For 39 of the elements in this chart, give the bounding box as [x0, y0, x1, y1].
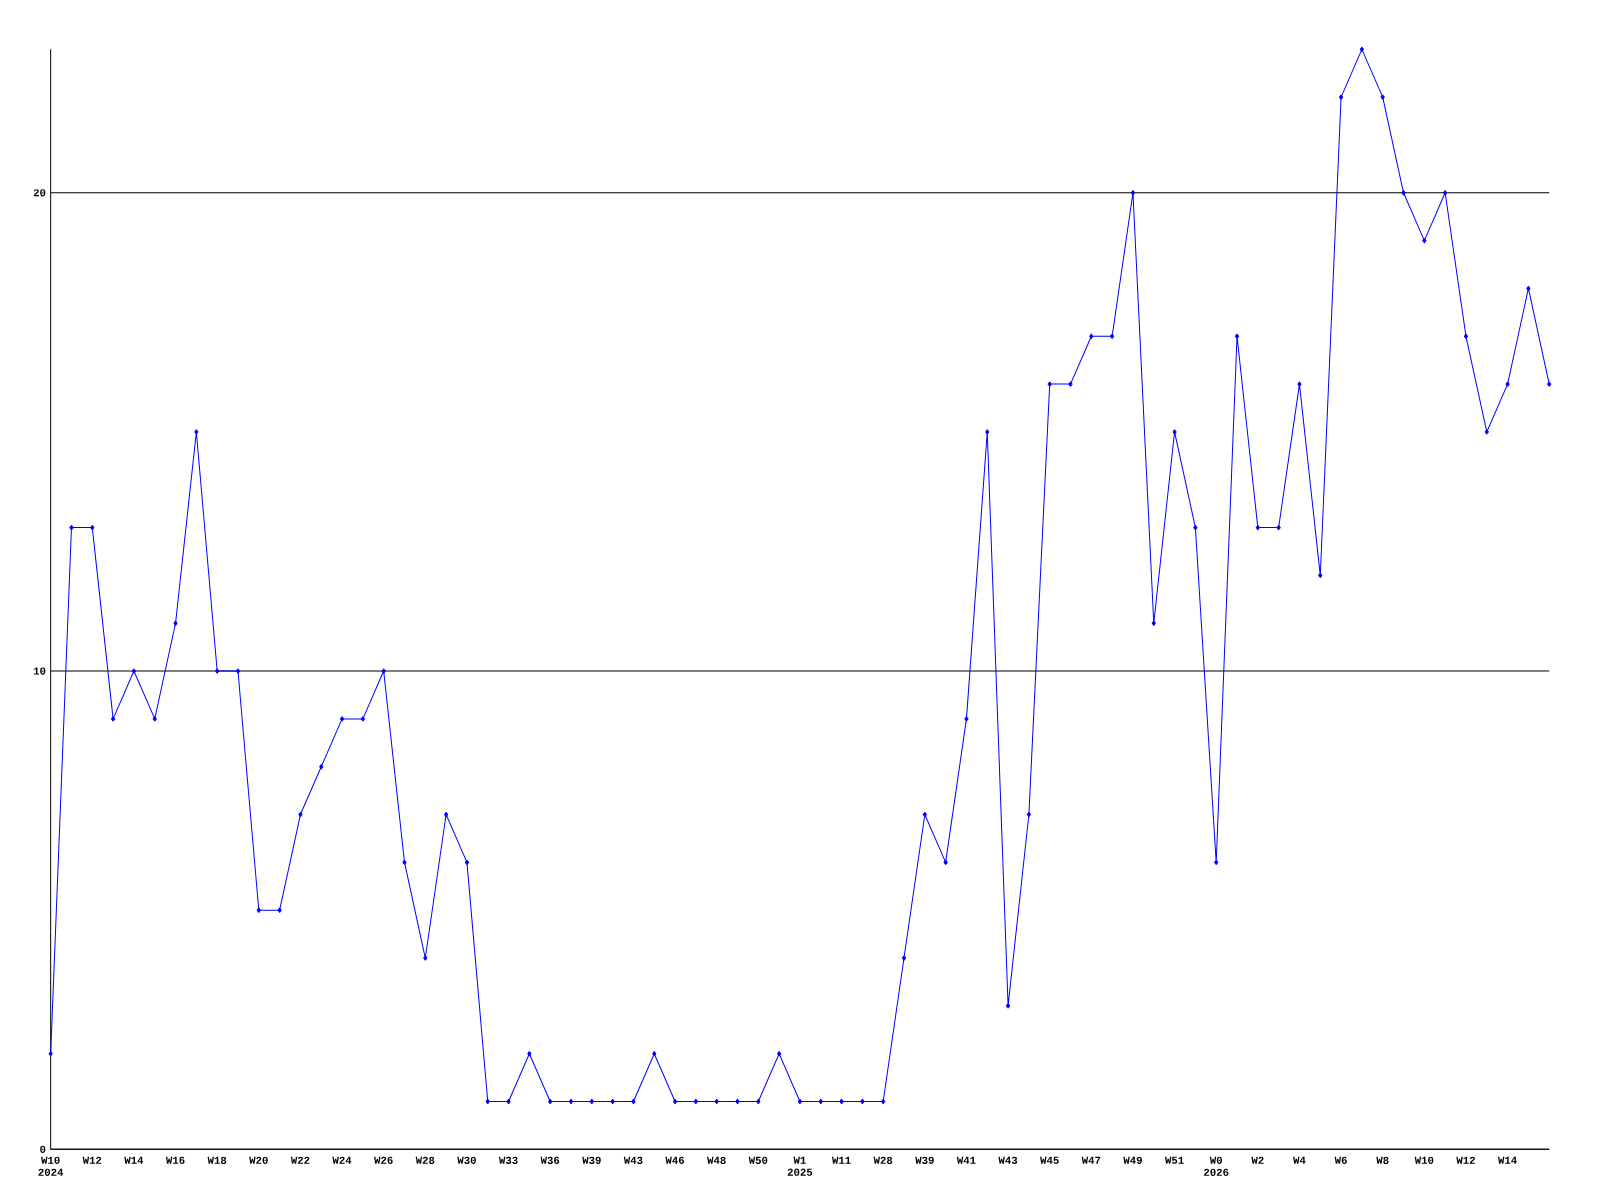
x-tick-label: W12 — [82, 1156, 102, 1164]
x-tick-label: W18 — [207, 1156, 227, 1164]
x-tick-label: W2 — [1251, 1156, 1264, 1164]
x-tick-label: W4 — [1293, 1156, 1306, 1164]
x-tick-label: W12 — [1456, 1156, 1475, 1164]
x-tick-label: W11 — [831, 1156, 851, 1164]
x-tick-label: W47 — [1081, 1156, 1101, 1164]
x-tick-label: W43 — [623, 1156, 643, 1164]
x-tick-label: W0 2026 — [1204, 1156, 1229, 1176]
x-tick-label: W39 — [915, 1156, 934, 1164]
x-tick-label: W45 — [1040, 1156, 1059, 1164]
x-tick-label: W24 — [332, 1156, 352, 1164]
x-tick-label: W28 — [415, 1156, 435, 1164]
x-tick-label: W10 2024 — [38, 1156, 64, 1176]
x-tick-label: W43 — [998, 1156, 1018, 1164]
x-tick-label: W28 — [873, 1156, 893, 1164]
x-tick-label: W6 — [1334, 1156, 1347, 1164]
x-tick-label: W36 — [540, 1156, 560, 1164]
x-tick-label: W14 — [1497, 1156, 1517, 1164]
x-tick-label: W30 — [457, 1156, 476, 1164]
x-tick-label: W49 — [1123, 1156, 1142, 1164]
x-tick-label: W50 — [748, 1156, 768, 1164]
x-tick-label: W1 2025 — [787, 1156, 813, 1176]
y-tick-label: 10 — [33, 667, 46, 675]
x-tick-label: W46 — [665, 1156, 685, 1164]
x-tick-label: W39 — [582, 1156, 601, 1164]
x-tick-label: W41 — [956, 1156, 976, 1164]
x-tick-label: W14 — [124, 1156, 144, 1164]
y-tick-label: 0 — [40, 1145, 46, 1153]
x-tick-label: W22 — [290, 1156, 310, 1164]
x-tick-label: W51 — [1164, 1156, 1184, 1164]
x-tick-label: W33 — [498, 1156, 518, 1164]
x-tick-label: W10 — [1414, 1156, 1434, 1164]
x-tick-label: W8 — [1376, 1156, 1389, 1164]
y-tick-label: 20 — [33, 189, 46, 197]
x-tick-label: W20 — [249, 1156, 268, 1164]
x-tick-label: W48 — [707, 1156, 726, 1164]
x-tick-label: W16 — [165, 1156, 185, 1164]
x-tick-label: W26 — [374, 1156, 393, 1164]
